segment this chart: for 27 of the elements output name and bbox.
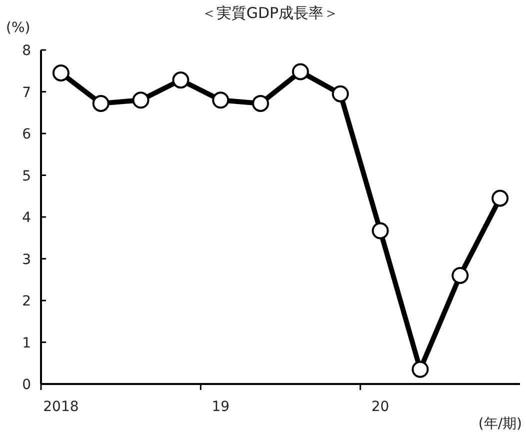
y-tick-label: 7 [22,84,31,101]
y-tick-label: 0 [22,377,31,393]
y-tick-label: 2 [22,294,31,310]
point [52,64,70,82]
x-tick-label: 20 [371,399,390,415]
x-axis-title: (年/期) [478,416,522,432]
chart-title: ＜実質GDP成長率＞ [201,4,339,22]
point [412,360,429,378]
point [132,92,150,109]
point [292,63,309,80]
y-tick-label: 3 [22,252,31,268]
y-tick-label: 6 [22,126,32,142]
y-tick-label: 8 [22,43,31,59]
point [332,85,349,102]
point [492,190,509,207]
point [452,266,469,284]
y-tick-label: 5 [22,168,31,184]
point [92,94,110,112]
point [212,92,230,109]
y-tick-label: 4 [22,210,32,226]
point [252,94,270,112]
point [172,72,190,89]
x-tick-label: 2018 [43,399,79,415]
x-tick-label: 19 [212,399,230,415]
y-axis-title: (%) [6,20,30,36]
point [372,222,389,240]
y-tick-label: 1 [22,335,31,352]
